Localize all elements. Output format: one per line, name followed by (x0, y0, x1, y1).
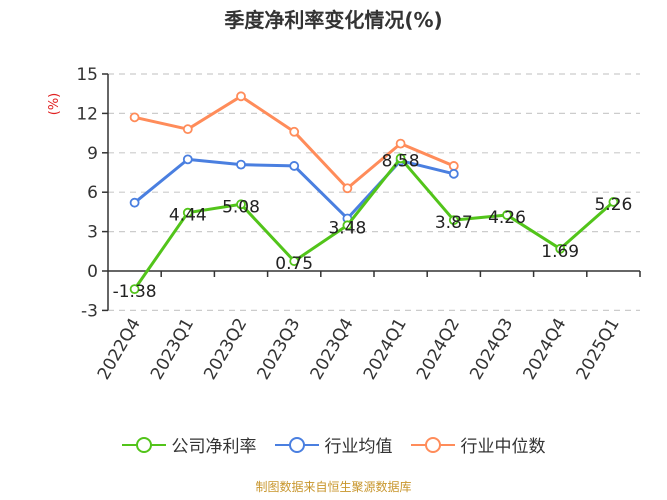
data-point[interactable] (395, 153, 406, 164)
data-label: 1.69 (541, 242, 579, 262)
x-tick-label: 2024Q2 (413, 315, 464, 383)
legend: 公司净利率 行业均值 行业中位数 (0, 432, 667, 457)
data-point[interactable] (182, 154, 193, 165)
data-point[interactable] (448, 215, 459, 226)
data-point[interactable] (342, 220, 353, 231)
x-tick-label: 2022Q4 (94, 315, 145, 383)
chart-title: 季度净利率变化情况(%) (224, 8, 443, 32)
legend-item-company[interactable]: 公司净利率 (121, 432, 257, 457)
y-tick-label: 9 (87, 144, 98, 164)
x-tick-label: 2025Q1 (573, 315, 624, 383)
x-tick-label: 2023Q4 (307, 315, 358, 383)
legend-label: 行业中位数 (460, 437, 546, 457)
legend-item-industry-median[interactable]: 行业中位数 (410, 432, 546, 457)
y-tick-label: 3 (87, 223, 98, 243)
x-tick-label: 2023Q1 (147, 315, 198, 383)
data-point[interactable] (555, 243, 566, 254)
legend-label: 行业均值 (324, 437, 393, 457)
data-label: 3.87 (435, 213, 473, 233)
x-tick-label: 2023Q3 (253, 315, 304, 383)
series-line (133, 156, 615, 290)
data-point[interactable] (448, 161, 459, 171)
y-tick-label: 6 (87, 183, 98, 203)
legend-label: 公司净利率 (171, 437, 257, 457)
data-label: -1.38 (113, 282, 157, 302)
data-point[interactable] (502, 210, 512, 220)
data-label: 8.58 (382, 151, 420, 171)
data-point[interactable] (182, 207, 193, 218)
data-point[interactable] (236, 199, 246, 210)
data-point[interactable] (342, 183, 353, 194)
data-label: 3.48 (328, 218, 366, 238)
x-tick-label: 2023Q2 (200, 315, 251, 383)
data-point[interactable] (182, 124, 193, 135)
legend-line-icon (410, 436, 455, 453)
y-tick-label: 15 (76, 65, 98, 85)
x-tick-label: 2024Q4 (519, 315, 570, 383)
x-tick-label: 2024Q1 (360, 315, 411, 383)
data-point[interactable] (608, 197, 619, 207)
data-label: 5.08 (222, 197, 260, 217)
data-point[interactable] (289, 126, 300, 137)
data-point[interactable] (236, 91, 246, 102)
y-tick-label: -3 (81, 301, 98, 321)
y-tick-label: 0 (87, 262, 98, 282)
series-line (134, 94, 455, 190)
data-label: 4.26 (488, 208, 526, 228)
data-point[interactable] (289, 256, 300, 267)
data-label: 0.75 (275, 254, 313, 274)
data-point[interactable] (129, 112, 140, 123)
data-point[interactable] (448, 168, 459, 179)
legend-line-icon (274, 436, 319, 453)
y-tick-label: 12 (76, 104, 98, 124)
data-point[interactable] (289, 161, 300, 171)
data-point[interactable] (236, 159, 246, 170)
data-label: 5.26 (594, 195, 632, 215)
data-point[interactable] (395, 138, 406, 149)
data-point[interactable] (129, 284, 140, 295)
legend-item-industry-avg[interactable]: 行业均值 (274, 432, 393, 457)
data-source-note: 制图数据来自恒生聚源数据库 (255, 480, 412, 494)
legend-line-icon (121, 436, 166, 453)
y-axis-unit: (%) (47, 93, 62, 116)
x-tick-label: 2024Q3 (466, 315, 517, 383)
data-point[interactable] (129, 197, 140, 208)
data-label: 4.44 (169, 206, 207, 226)
